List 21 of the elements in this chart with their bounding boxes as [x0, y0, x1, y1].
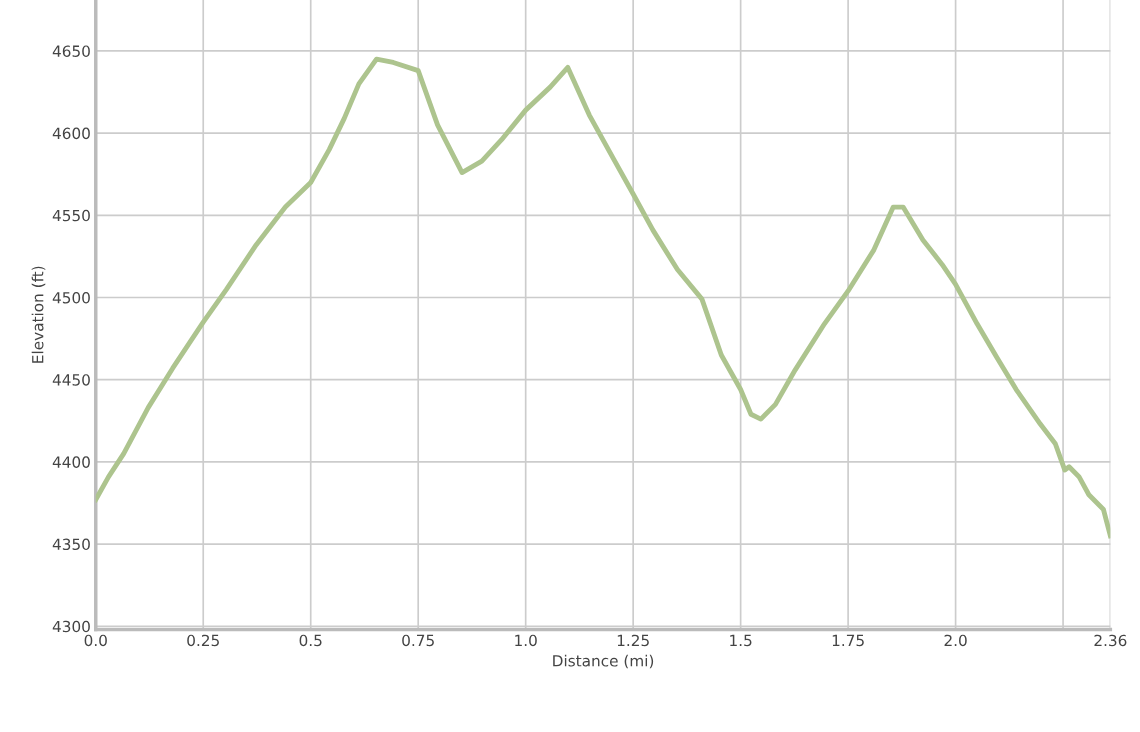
x-tick-label: 0.75 — [402, 634, 434, 647]
x-tick-label: 1.0 — [515, 634, 537, 647]
x-tick-label: 0.5 — [299, 634, 322, 647]
x-tick-label: 1.5 — [730, 634, 752, 647]
x-tick-label: 2.36 — [1094, 634, 1127, 647]
y-axis-title: Elevation (ft) — [31, 266, 46, 363]
x-axis-title: Distance (mi) — [553, 654, 654, 669]
x-tick-label: 2.0 — [944, 634, 967, 647]
y-tick-label: 4600 — [52, 127, 90, 140]
y-tick-label: 4650 — [52, 45, 90, 57]
x-tick-label: 0.25 — [187, 634, 219, 647]
y-tick-label: 4350 — [52, 538, 90, 551]
x-tick-label: 0.0 — [84, 634, 107, 647]
x-tick-label: 1.25 — [617, 634, 649, 647]
y-tick-label: 4400 — [52, 456, 90, 468]
y-tick-label: 4450 — [52, 374, 90, 386]
x-tick-label: 1.75 — [832, 634, 864, 647]
y-tick-label: 4500 — [52, 291, 90, 304]
y-tick-label: 4300 — [52, 620, 90, 633]
line-series — [95, 56, 1111, 539]
y-tick-label: 4550 — [52, 209, 90, 222]
